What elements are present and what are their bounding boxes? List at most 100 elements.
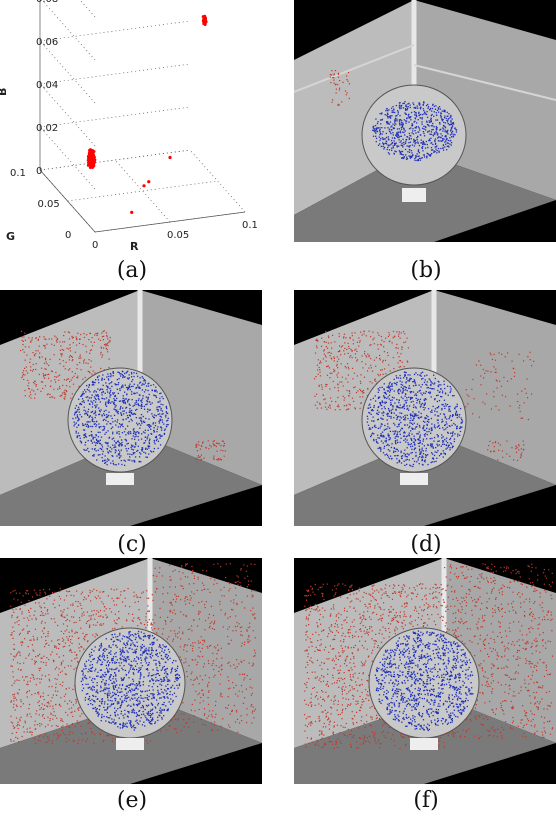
wall-point: [20, 330, 23, 333]
sphere-point: [403, 131, 405, 134]
wall-point: [103, 590, 105, 593]
sphere-point: [140, 404, 143, 406]
wall-point: [526, 397, 529, 399]
sphere-point: [127, 416, 129, 419]
sphere-point: [103, 413, 105, 415]
wall-point: [76, 720, 78, 722]
sphere-point: [437, 133, 439, 135]
wall-point: [45, 636, 47, 638]
sphere-point: [372, 397, 374, 400]
sphere-point: [367, 407, 369, 409]
wall-point: [103, 330, 105, 332]
sphere-point: [112, 392, 114, 394]
sphere-point: [438, 151, 440, 153]
wall-point: [91, 345, 94, 347]
wall-point: [44, 368, 46, 370]
wall-point: [21, 629, 24, 631]
wall-point: [329, 355, 331, 357]
wall-point: [27, 681, 29, 683]
sphere-point: [383, 395, 385, 397]
wall-point: [71, 393, 73, 395]
sphere-point: [136, 392, 138, 394]
sphere-point: [415, 155, 417, 157]
sphere-point: [122, 401, 125, 404]
sphere-point: [120, 445, 123, 447]
sphere-point: [415, 127, 417, 129]
sphere-point: [431, 443, 434, 445]
sphere-point: [404, 130, 406, 132]
sphere-point: [166, 407, 168, 410]
sphere-point: [389, 388, 391, 390]
wall-point: [53, 661, 55, 663]
wall-point: [27, 385, 29, 387]
sphere-point: [426, 423, 428, 426]
sphere-point: [407, 442, 409, 444]
wall-point: [338, 335, 340, 337]
sphere-point: [403, 460, 405, 462]
wall-point: [203, 457, 205, 459]
wall-point: [63, 599, 66, 601]
sphere-point: [416, 423, 419, 425]
sphere-point: [418, 155, 420, 157]
wall-point: [76, 654, 78, 656]
sphere-point: [122, 425, 124, 428]
wall-point: [114, 627, 116, 629]
wall-point: [30, 607, 32, 610]
sphere-point: [383, 406, 386, 408]
sphere-point: [149, 409, 151, 411]
sphere-point: [421, 121, 423, 123]
sphere-point: [414, 414, 416, 417]
wall-point: [19, 720, 21, 722]
wall-point: [44, 726, 47, 728]
sphere-point: [95, 407, 97, 409]
wall-point: [70, 650, 72, 652]
sphere-point: [384, 138, 386, 140]
wall-point: [526, 378, 528, 380]
wall-point: [108, 366, 110, 369]
wall-point: [335, 88, 337, 90]
sphere-point: [127, 399, 129, 402]
sphere-point: [378, 446, 381, 449]
wall-point: [71, 722, 73, 725]
sphere-point: [398, 430, 401, 433]
sphere-point: [98, 382, 100, 384]
wall-point: [336, 360, 339, 363]
wall-point: [65, 394, 67, 396]
sphere-point: [426, 116, 429, 118]
sphere-point: [450, 136, 453, 138]
sphere-point: [420, 412, 422, 415]
sphere-point: [94, 411, 97, 414]
wall-point: [222, 450, 224, 452]
wall-point: [15, 655, 17, 657]
sphere-point: [404, 419, 406, 421]
wall-point: [368, 367, 370, 369]
sphere-point: [379, 131, 381, 133]
sphere-point: [411, 155, 413, 157]
wall-points: [329, 70, 351, 106]
wall-point: [31, 658, 33, 660]
sphere-point: [402, 397, 404, 400]
sphere-point: [119, 407, 122, 409]
wall-point: [400, 332, 402, 334]
sphere-point: [382, 401, 384, 404]
wall-point: [78, 739, 80, 741]
sphere-point: [425, 113, 427, 115]
sphere-point: [105, 442, 107, 444]
sphere-point: [107, 386, 109, 388]
wall-point: [367, 387, 369, 390]
sphere-point: [448, 406, 450, 408]
sphere-point: [158, 401, 160, 403]
sphere-point: [137, 403, 139, 405]
sphere-point: [383, 429, 385, 431]
wall-point: [480, 375, 482, 377]
sphere-point: [416, 433, 418, 435]
sphere-point: [422, 130, 425, 133]
sphere-point: [150, 428, 152, 430]
sphere-point: [108, 399, 110, 401]
wall-point: [56, 738, 58, 740]
wall-point: [348, 390, 351, 392]
wall-point: [74, 351, 76, 353]
wall-point: [395, 347, 397, 349]
sphere-point: [403, 389, 405, 391]
sphere-point: [444, 141, 446, 143]
